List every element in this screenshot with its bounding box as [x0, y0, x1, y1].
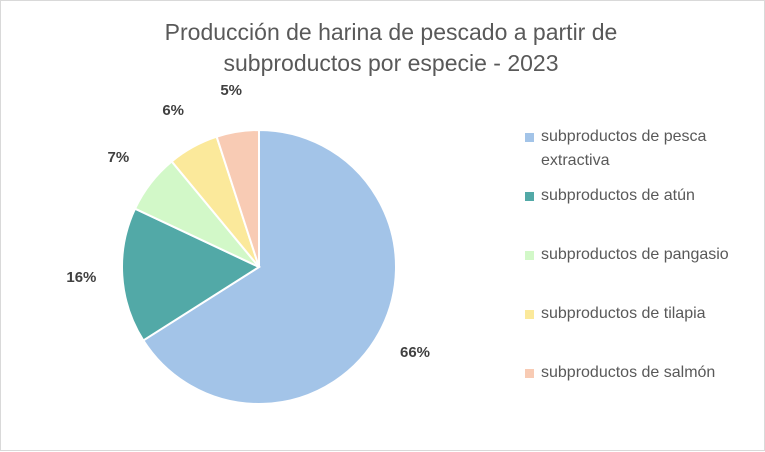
- legend-swatch-icon: [525, 133, 534, 142]
- pie-slice-5: [215, 128, 260, 268]
- slice-data-label-5: 5%: [220, 82, 242, 99]
- pie-slice-1: [141, 128, 397, 405]
- legend-swatch-icon: [525, 369, 534, 378]
- slice-data-label-2: 16%: [66, 269, 96, 286]
- legend-swatch-icon: [525, 251, 534, 260]
- legend: subproductos de pesca extractiva subprodu…: [525, 125, 760, 420]
- legend-label: subproductos de atún: [541, 187, 695, 204]
- legend-item-2: subproductos de atún: [525, 184, 760, 243]
- legend-label: subproductos de tilapia: [541, 305, 706, 322]
- pie-slice-2: [121, 207, 262, 342]
- chart-title-line-2: subproductos por especie - 2023: [223, 50, 559, 76]
- legend-swatch-icon: [525, 310, 534, 319]
- slice-data-label-4: 6%: [162, 102, 184, 119]
- slice-data-label-3: 7%: [108, 149, 130, 166]
- chart-title-line-1: Producción de harina de pescado a partir…: [164, 19, 618, 45]
- legend-label: subproductos de pesca extractiva: [541, 128, 707, 169]
- legend-item-4: subproductos de tilapia: [525, 302, 760, 361]
- legend-item-3: subproductos de pangasio: [525, 243, 760, 302]
- legend-item-5: subproductos de salmón: [525, 361, 760, 420]
- chart-title: Producción de harina de pescado a partir…: [91, 17, 691, 79]
- legend-label: subproductos de salmón: [541, 364, 716, 381]
- legend-swatch-icon: [525, 192, 534, 201]
- slice-data-label-1: 66%: [400, 344, 430, 361]
- legend-label: subproductos de pangasio: [541, 246, 729, 263]
- legend-item-1: subproductos de pesca extractiva: [525, 125, 760, 184]
